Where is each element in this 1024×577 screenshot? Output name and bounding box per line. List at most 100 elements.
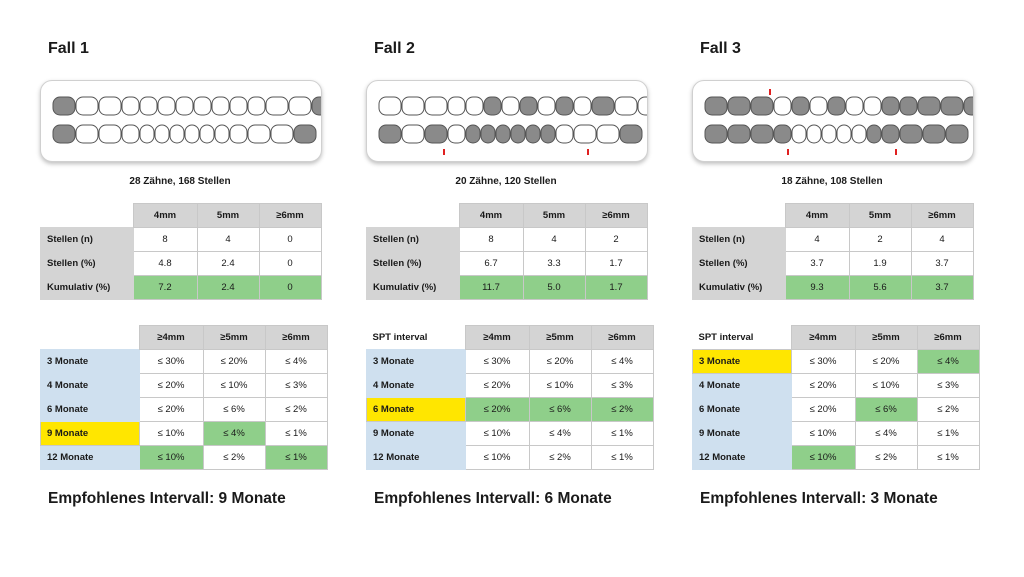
interval-label: 9 Monate xyxy=(366,421,466,446)
table-cell: 5.6 xyxy=(848,275,912,300)
pocket-count-table: 4mm 5mm ≥6mm Stellen (n) 8 4 2 Stellen (%) 6.7 3.… xyxy=(366,203,648,300)
table-cell: ≤ 20% xyxy=(790,373,856,398)
tooth xyxy=(614,96,638,116)
table-cell: ≤ 20% xyxy=(854,349,918,374)
tooth xyxy=(401,96,425,116)
table-cell: 8 xyxy=(458,227,524,252)
interval-label: 6 Monate xyxy=(692,397,792,422)
tooth xyxy=(424,96,448,116)
table-row: 12 Monate ≤ 10% ≤ 2% ≤ 1% xyxy=(366,445,654,470)
tooth xyxy=(809,96,828,116)
tooth xyxy=(555,124,574,144)
interval-label: 6 Monate xyxy=(40,397,140,422)
table-cell: 4 xyxy=(910,227,974,252)
table-row: 9 Monate ≤ 10% ≤ 4% ≤ 1% xyxy=(692,421,980,446)
column-header: ≥6mm xyxy=(590,325,654,350)
missing-tooth xyxy=(922,124,946,144)
missing-tooth xyxy=(773,124,792,144)
tooth xyxy=(845,96,864,116)
tooth xyxy=(637,96,647,116)
table-cell: ≤ 6% xyxy=(202,397,266,422)
missing-tooth xyxy=(899,124,923,144)
interval-label: 12 Monate xyxy=(366,445,466,470)
tooth xyxy=(288,96,312,116)
table-cell: 0 xyxy=(258,275,322,300)
dental-chart xyxy=(366,80,648,162)
missing-tooth xyxy=(963,96,973,116)
tooth xyxy=(465,96,484,116)
tooth xyxy=(199,124,215,144)
interval-table: SPT interval ≥4mm ≥5mm ≥6mm 3 Monate ≤ 30% ≤ 2… xyxy=(692,325,980,470)
table-cell: ≤ 10% xyxy=(790,421,856,446)
tooth xyxy=(98,124,122,144)
tooth xyxy=(229,96,248,116)
pocket-marker xyxy=(769,89,771,95)
tooth xyxy=(75,124,99,144)
tooth xyxy=(211,96,230,116)
table-cell: ≤ 20% xyxy=(138,397,204,422)
table-cell: ≤ 30% xyxy=(464,349,530,374)
table-cell: ≤ 10% xyxy=(464,421,530,446)
column-header: ≥6mm xyxy=(584,203,648,228)
table-cell: 2 xyxy=(584,227,648,252)
table-row: 12 Monate ≤ 10% ≤ 2% ≤ 1% xyxy=(40,445,328,470)
table-cell: ≤ 10% xyxy=(528,373,592,398)
interval-label: 4 Monate xyxy=(692,373,792,398)
table-cell: ≤ 4% xyxy=(202,421,266,446)
column-header: ≥4mm xyxy=(790,325,856,350)
table-cell: 4.8 xyxy=(132,251,198,276)
table-cell: 2 xyxy=(848,227,912,252)
pocket-marker xyxy=(443,149,445,155)
table-row: Stellen (n) 8 4 2 xyxy=(366,227,648,252)
table-cell: ≤ 2% xyxy=(916,397,980,422)
interval-label: 12 Monate xyxy=(692,445,792,470)
table-cell: 11.7 xyxy=(458,275,524,300)
row-label: Kumulativ (%) xyxy=(366,275,460,300)
interval-table: SPT interval ≥4mm ≥5mm ≥6mm 3 Monate ≤ 30% ≤ 2… xyxy=(366,325,654,470)
case-title: Fall 1 xyxy=(48,40,89,57)
table-cell: 8 xyxy=(132,227,198,252)
table-row: Stellen (%) 4.8 2.4 0 xyxy=(40,251,322,276)
tooth xyxy=(154,124,170,144)
table-cell: ≤ 20% xyxy=(464,397,530,422)
teeth-summary: 28 Zähne, 168 Stellen xyxy=(129,176,231,187)
interval-label: 3 Monate xyxy=(366,349,466,374)
interval-table: ≥4mm ≥5mm ≥6mm 3 Monate ≤ 30% ≤ 20% ≤ 4% 4 Mona… xyxy=(40,325,328,470)
table-corner xyxy=(367,204,460,228)
recommended-interval: Empfohlenes Intervall: 3 Monate xyxy=(700,490,938,507)
missing-tooth xyxy=(940,96,964,116)
tooth xyxy=(229,124,248,144)
table-cell: ≤ 4% xyxy=(264,349,328,374)
column-header: ≥5mm xyxy=(854,325,918,350)
missing-tooth xyxy=(827,96,846,116)
table-cell: ≤ 20% xyxy=(790,397,856,422)
table-cell: ≤ 30% xyxy=(138,349,204,374)
missing-tooth xyxy=(727,124,751,144)
table-row: 4 Monate ≤ 20% ≤ 10% ≤ 3% xyxy=(366,373,654,398)
table-cell: ≤ 10% xyxy=(202,373,266,398)
tooth xyxy=(773,96,792,116)
table-row: Kumulativ (%) 9.3 5.6 3.7 xyxy=(692,275,974,300)
case-panel: Fall 3 18 Zähne, 108 Stellen 4mm 5mm ≥6mm Ste… xyxy=(692,0,992,577)
column-header: 4mm xyxy=(132,203,198,228)
column-header: 4mm xyxy=(784,203,850,228)
table-cell: ≤ 1% xyxy=(916,445,980,470)
case-panel: Fall 1 28 Zähne, 168 Stellen 4mm 5mm ≥6mm Ste… xyxy=(40,0,340,577)
missing-tooth xyxy=(791,96,810,116)
table-cell: 4 xyxy=(784,227,850,252)
table-row: 6 Monate ≤ 20% ≤ 6% ≤ 2% xyxy=(40,397,328,422)
table-corner xyxy=(41,326,140,350)
tooth xyxy=(265,96,289,116)
pocket-count-table: 4mm 5mm ≥6mm Stellen (n) 4 2 4 Stellen (%) 3.7 1.… xyxy=(692,203,974,300)
table-row: 3 Monate ≤ 30% ≤ 20% ≤ 4% xyxy=(366,349,654,374)
missing-tooth xyxy=(495,124,511,144)
interval-label: 4 Monate xyxy=(40,373,140,398)
table-cell: ≤ 2% xyxy=(590,397,654,422)
table-cell: 2.4 xyxy=(196,275,260,300)
tooth xyxy=(851,124,867,144)
missing-tooth xyxy=(945,124,969,144)
table-cell: ≤ 1% xyxy=(590,445,654,470)
table-cell: 4 xyxy=(522,227,586,252)
table-cell: 5.0 xyxy=(522,275,586,300)
table-cell: 7.2 xyxy=(132,275,198,300)
